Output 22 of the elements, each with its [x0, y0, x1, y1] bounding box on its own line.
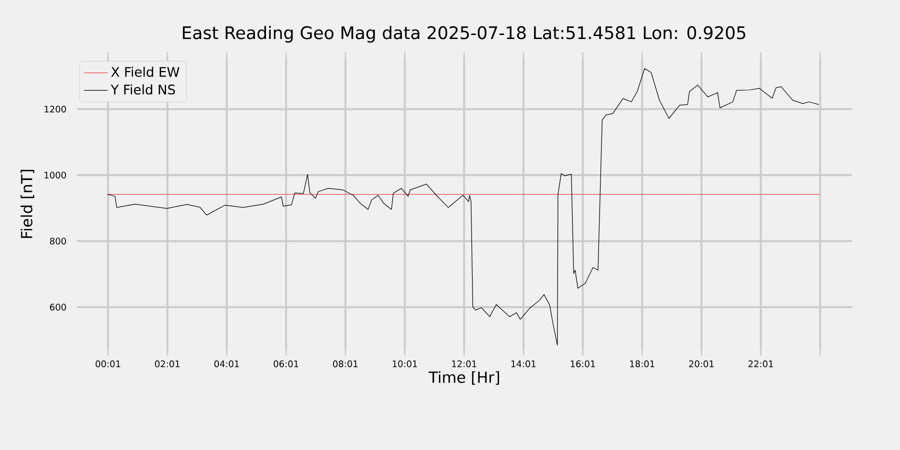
x-tick-label: 18:01 [630, 360, 654, 368]
y-tick-label: 1000 [44, 172, 66, 179]
legend-label: Y Field NS [110, 84, 175, 95]
x-tick-label: 14:01 [511, 360, 536, 368]
x-tick-label: 04:01 [214, 360, 239, 368]
x-tick-label: 16:01 [570, 360, 595, 368]
x-tick-label: 20:01 [689, 360, 714, 368]
x-tick-label: 02:01 [155, 360, 180, 368]
x-tick-label: 00:01 [96, 360, 120, 368]
y-tick-label: 1200 [44, 106, 66, 113]
legend-label: X Field EW [111, 66, 180, 77]
chart-title: East Reading Geo Mag data 2025-07-18 Lat:51.4581 Lon: 0.9205 [182, 26, 746, 43]
y-tick-label: 800 [50, 238, 66, 245]
y-axis-title: Field [nT] [20, 170, 34, 238]
x-tick-label: 22:01 [748, 360, 773, 368]
x-tick-label: 10:01 [392, 360, 417, 368]
x-tick-label: 06:01 [274, 360, 298, 368]
x-tick-label: 08:01 [333, 360, 358, 368]
y-tick-label: 600 [50, 304, 66, 311]
x-axis-title: Time [Hr] [428, 371, 500, 385]
line-series [107, 68, 820, 346]
x-tick-label: 12:01 [452, 360, 476, 368]
